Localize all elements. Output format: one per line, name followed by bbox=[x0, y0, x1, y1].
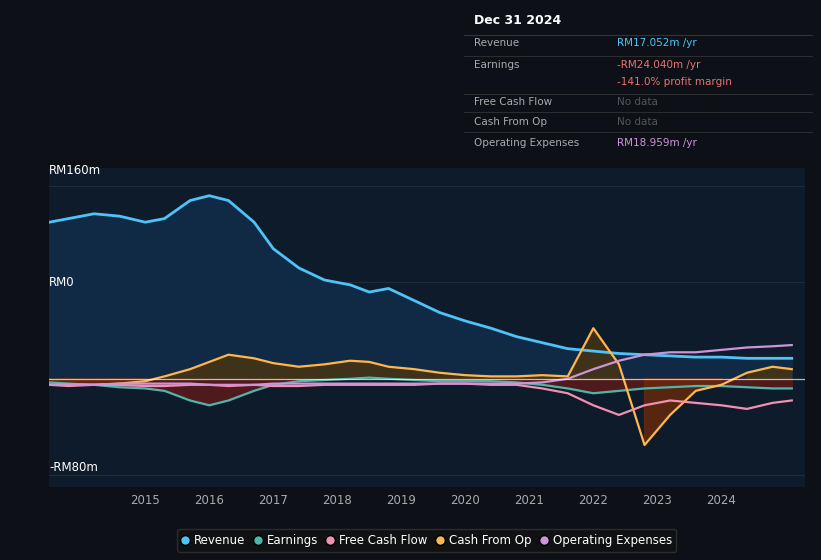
Text: Operating Expenses: Operating Expenses bbox=[475, 138, 580, 147]
Text: RM0: RM0 bbox=[49, 276, 75, 290]
Text: RM18.959m /yr: RM18.959m /yr bbox=[617, 138, 697, 147]
Text: Earnings: Earnings bbox=[475, 60, 520, 71]
Text: Cash From Op: Cash From Op bbox=[475, 116, 548, 127]
Text: No data: No data bbox=[617, 97, 658, 108]
Text: RM160m: RM160m bbox=[49, 164, 101, 178]
Text: No data: No data bbox=[617, 116, 658, 127]
Text: RM17.052m /yr: RM17.052m /yr bbox=[617, 38, 697, 48]
Text: -RM24.040m /yr: -RM24.040m /yr bbox=[617, 60, 701, 71]
Text: Dec 31 2024: Dec 31 2024 bbox=[475, 15, 562, 27]
Legend: Revenue, Earnings, Free Cash Flow, Cash From Op, Operating Expenses: Revenue, Earnings, Free Cash Flow, Cash … bbox=[177, 529, 677, 552]
Text: -RM80m: -RM80m bbox=[49, 461, 99, 474]
Text: Revenue: Revenue bbox=[475, 38, 520, 48]
Text: Free Cash Flow: Free Cash Flow bbox=[475, 97, 553, 108]
Text: -141.0% profit margin: -141.0% profit margin bbox=[617, 77, 732, 87]
